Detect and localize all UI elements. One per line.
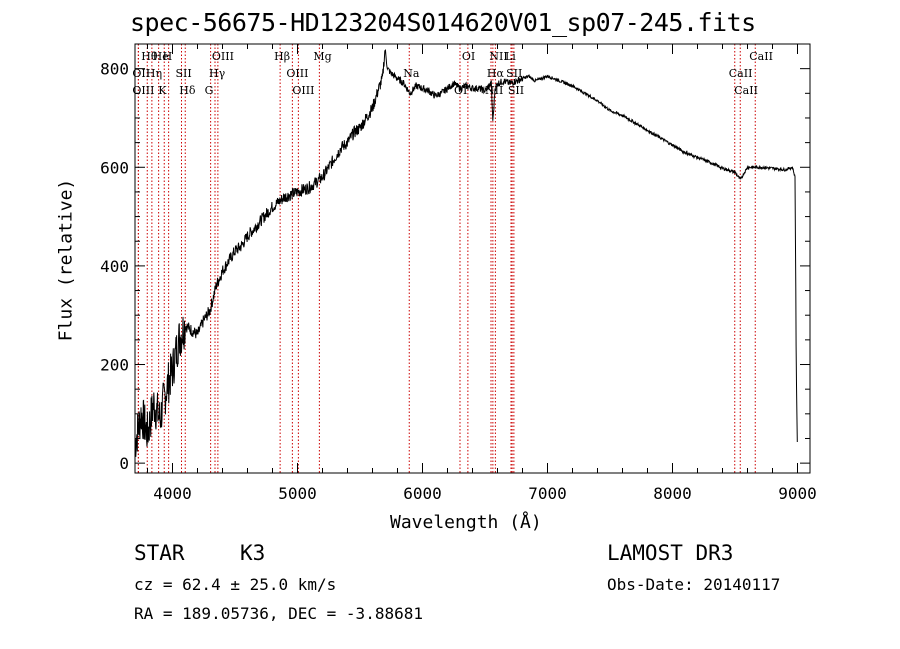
y-tick-label: 800 xyxy=(100,60,129,79)
line-label-12: Hβ xyxy=(274,50,290,63)
line-label-19: Hα xyxy=(487,67,505,80)
plot-frame xyxy=(134,43,811,474)
line-label-2: OIII xyxy=(132,84,154,97)
line-label-0: Hθ xyxy=(141,50,158,63)
line-label-10: Hγ xyxy=(209,67,226,80)
y-tick-label: 200 xyxy=(100,356,129,375)
line-label-5: K xyxy=(158,84,167,97)
line-label-7: SII xyxy=(176,67,192,80)
x-axis-label: Wavelength (Å) xyxy=(390,512,542,533)
line-label-23: SII xyxy=(508,84,524,97)
line-label-16: Na xyxy=(403,67,420,80)
y-tick-label: 600 xyxy=(100,158,129,177)
survey-name: LAMOST DR3 xyxy=(607,541,734,565)
spectrum-series xyxy=(134,48,798,457)
x-tick-label: 4000 xyxy=(153,484,192,503)
y-tick-label: 400 xyxy=(100,257,129,276)
line-label-25: CaII xyxy=(729,67,753,80)
line-label-22: SII xyxy=(506,67,522,80)
x-tick-label: 6000 xyxy=(403,484,442,503)
ra-dec: RA = 189.05736, DEC = -3.88681 xyxy=(134,604,423,623)
y-axis-label: Flux (relative) xyxy=(55,178,77,342)
line-label-21: NII xyxy=(489,50,507,63)
line-label-24: Li xyxy=(505,50,516,63)
line-label-27: CaII xyxy=(749,50,773,63)
x-tick-label: 9000 xyxy=(778,484,817,503)
subclass: K3 xyxy=(240,541,266,565)
y-tick-label: 0 xyxy=(119,454,129,473)
line-label-9: OIII xyxy=(212,50,234,63)
line-label-15: Mg xyxy=(313,50,331,63)
line-label-3: He xyxy=(153,50,169,63)
line-label-26: CaII xyxy=(734,84,758,97)
x-tick-label: 8000 xyxy=(653,484,692,503)
line-label-6: H xyxy=(163,50,173,63)
line-label-1: OII xyxy=(132,67,150,80)
line-label-11: G xyxy=(205,84,214,97)
line-label-17: OI xyxy=(454,84,467,97)
object-class: STAR xyxy=(134,541,185,565)
line-label-13: OIII xyxy=(286,67,308,80)
line-label-4: Hη xyxy=(146,67,162,80)
chart-title: spec-56675-HD123204S014620V01_sp07-245.f… xyxy=(130,8,756,37)
x-tick-label: 7000 xyxy=(528,484,567,503)
redshift-velocity: cz = 62.4 ± 25.0 km/s xyxy=(134,575,337,594)
line-label-14: OIII xyxy=(292,84,314,97)
x-tick-label: 5000 xyxy=(278,484,317,503)
line-label-8: Hδ xyxy=(179,84,196,97)
obs-date: Obs-Date: 20140117 xyxy=(607,575,781,594)
line-label-18: OI xyxy=(462,50,475,63)
